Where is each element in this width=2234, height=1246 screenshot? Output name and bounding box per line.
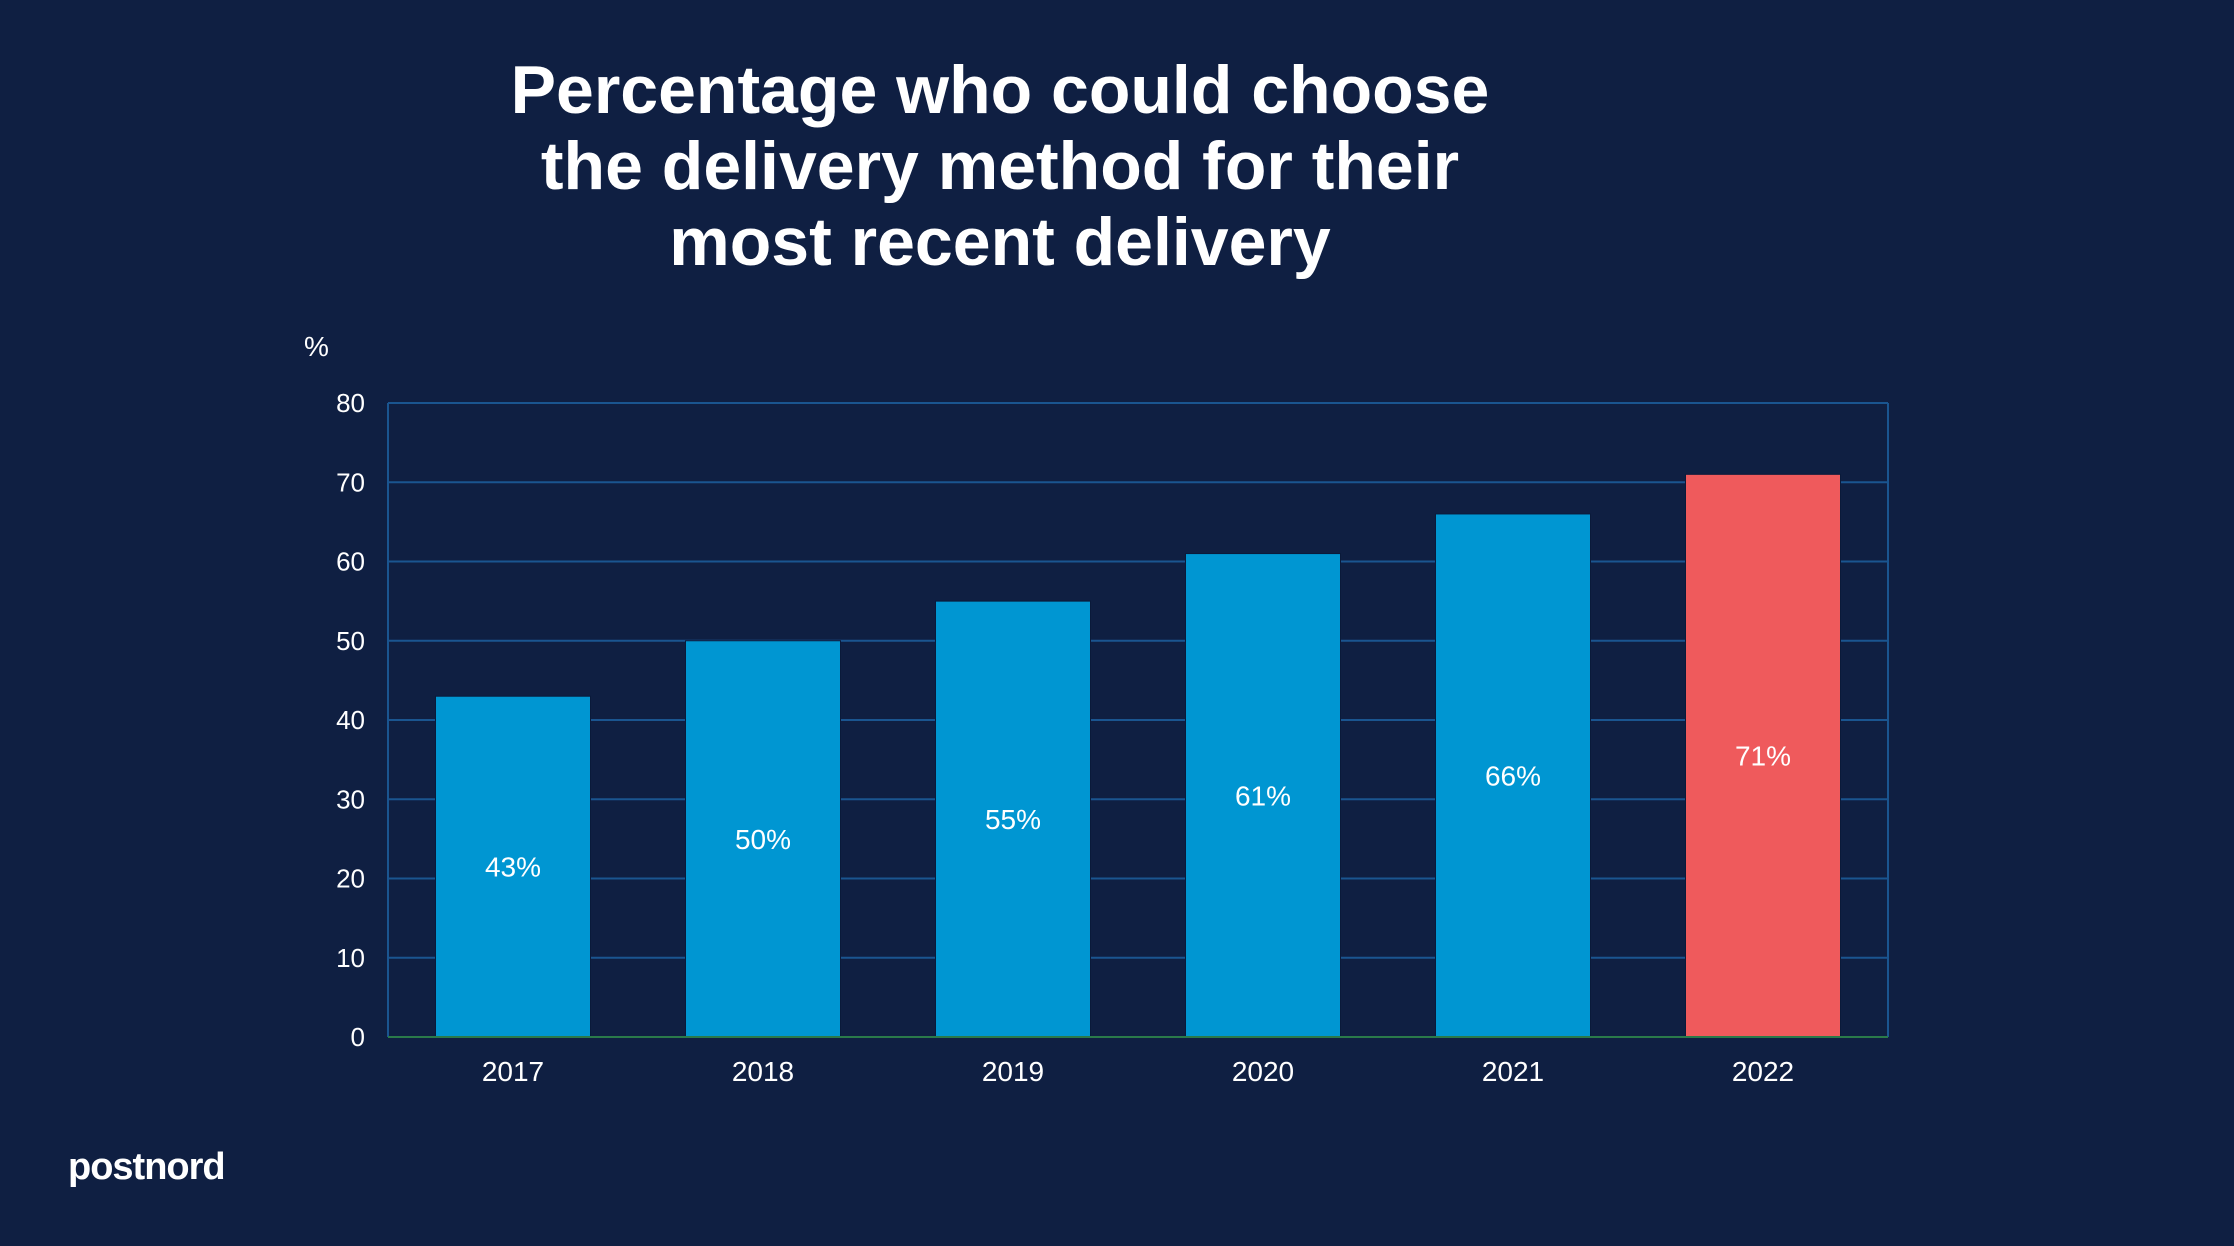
- bar-2021: [1435, 513, 1591, 1038]
- bar-2018: [685, 640, 841, 1038]
- bar-data-label: 71%: [1735, 741, 1791, 772]
- bar-data-label: 61%: [1235, 780, 1291, 811]
- chart-title-line-3: most recent delivery: [669, 204, 1331, 280]
- y-tick-label: 0: [351, 1022, 365, 1052]
- chart-title-line-2: the delivery method for their: [540, 128, 1460, 204]
- y-tick-label: 50: [336, 626, 365, 656]
- bar-2020: [1185, 553, 1341, 1038]
- bar-data-label: 50%: [735, 824, 791, 855]
- x-tick-label: 2020: [1232, 1056, 1294, 1087]
- y-tick-label: 40: [336, 705, 365, 735]
- bar-2019: [935, 600, 1091, 1038]
- x-tick-label: 2018: [732, 1056, 794, 1087]
- x-tick-label: 2022: [1732, 1056, 1794, 1087]
- y-tick-label: 20: [336, 864, 365, 894]
- bar-data-label: 55%: [985, 804, 1041, 835]
- y-tick-label: 30: [336, 784, 365, 814]
- y-tick-label: 70: [336, 467, 365, 497]
- y-tick-label: 80: [336, 388, 365, 418]
- bar-2017: [435, 695, 591, 1038]
- y-tick-label: 10: [336, 943, 365, 973]
- x-tick-label: 2021: [1482, 1056, 1544, 1087]
- bar-data-label: 43%: [485, 852, 541, 883]
- x-tick-label: 2019: [982, 1056, 1044, 1087]
- bar-data-label: 66%: [1485, 760, 1541, 791]
- x-tick-label: 2017: [482, 1056, 544, 1087]
- chart-title: Percentage who could choose the delivery…: [360, 52, 1640, 280]
- y-axis-unit-label: %: [304, 331, 329, 362]
- postnord-logo: postnord: [68, 1146, 226, 1188]
- y-tick-label: 60: [336, 547, 365, 577]
- chart-title-line-1: Percentage who could choose: [510, 52, 1490, 128]
